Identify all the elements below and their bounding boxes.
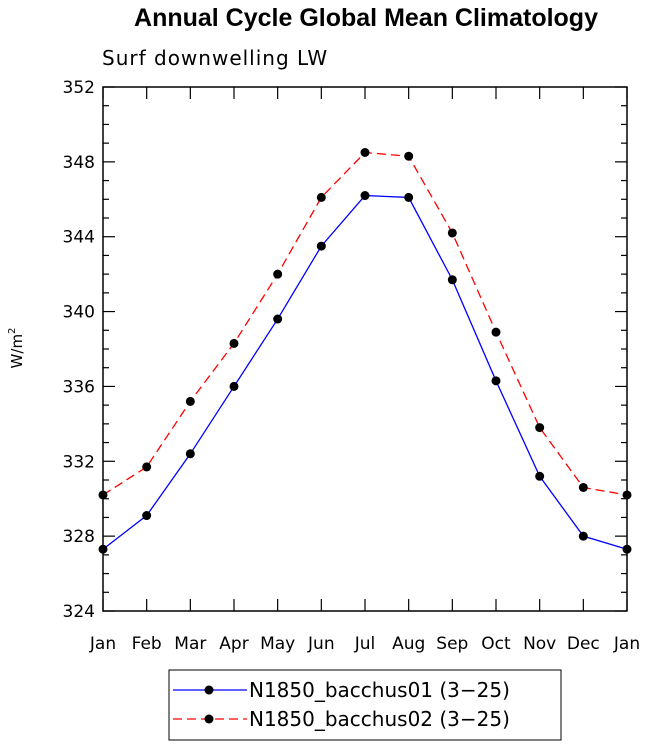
series-1-point — [535, 471, 545, 481]
x-axis: Jan Feb Mar Apr May Jun Jul Aug Sep Oct Nov Dec Jan — [89, 87, 640, 654]
x-tick-label: Nov — [523, 634, 556, 654]
series-2-point — [404, 151, 414, 161]
x-tick-label: Feb — [132, 634, 162, 654]
y-axis-label: W/m2 — [7, 328, 26, 369]
x-tick-label: May — [260, 634, 295, 654]
legend-box — [168, 669, 562, 741]
x-tick-label: Jun — [307, 634, 335, 654]
x-tick-label: Dec — [567, 634, 600, 654]
series-1-point — [273, 314, 283, 324]
series-1-point — [185, 449, 195, 459]
chart-title: Annual Cycle Global Mean Climatology — [134, 4, 598, 32]
series-2-point — [142, 462, 152, 472]
series-1-point — [360, 191, 370, 201]
series-1-point — [229, 381, 239, 391]
x-tick-label: Jan — [613, 634, 640, 654]
series-2-point — [491, 327, 501, 337]
chart-subtitle: Surf downwelling LW — [102, 46, 328, 70]
series-2-point — [229, 338, 239, 348]
series-1-point — [578, 531, 588, 541]
legend-marker-2 — [204, 714, 214, 724]
legend-label-1: N1850_bacchus01 (3−25) — [249, 678, 510, 702]
y-tick-label: 328 — [63, 527, 95, 547]
plot-frame — [102, 86, 628, 612]
legend-marker-1 — [204, 685, 214, 695]
x-tick-label: Sep — [436, 634, 468, 654]
series-line-2 — [102, 151, 628, 496]
series-2-point — [185, 396, 195, 406]
series-line-1 — [102, 194, 628, 550]
series-1-point — [316, 241, 326, 251]
y-tick-label: 340 — [63, 303, 95, 323]
series-2-point — [535, 423, 545, 433]
series-2-point — [316, 192, 326, 202]
x-tick-label: Jan — [89, 634, 116, 654]
series-2-point — [447, 228, 457, 238]
y-axis: 324 328 332 336 340 344 348 352 — [63, 78, 627, 622]
x-tick-label: Aug — [392, 634, 425, 654]
y-tick-label: 352 — [63, 78, 95, 98]
y-tick-label: 332 — [63, 452, 95, 472]
series-1-point — [447, 275, 457, 285]
legend-label-2: N1850_bacchus02 (3−25) — [249, 707, 510, 731]
x-tick-label: Oct — [481, 634, 511, 654]
series-2-point — [273, 269, 283, 279]
series-1-point — [404, 192, 414, 202]
y-tick-label: 336 — [63, 377, 95, 397]
x-tick-label: Apr — [219, 634, 248, 654]
x-tick-label: Jul — [354, 634, 376, 654]
series-2-point — [360, 148, 370, 157]
y-tick-label: 344 — [63, 228, 95, 248]
series-1-point — [142, 511, 152, 521]
plot-series — [98, 148, 632, 554]
series-1-point — [491, 376, 501, 386]
series-2-point — [578, 482, 588, 492]
x-tick-label: Mar — [174, 634, 206, 654]
y-tick-label: 348 — [63, 153, 95, 173]
y-tick-label: 324 — [63, 602, 95, 622]
legend: N1850_bacchus01 (3−25) N1850_bacchus02 (3… — [168, 669, 562, 741]
